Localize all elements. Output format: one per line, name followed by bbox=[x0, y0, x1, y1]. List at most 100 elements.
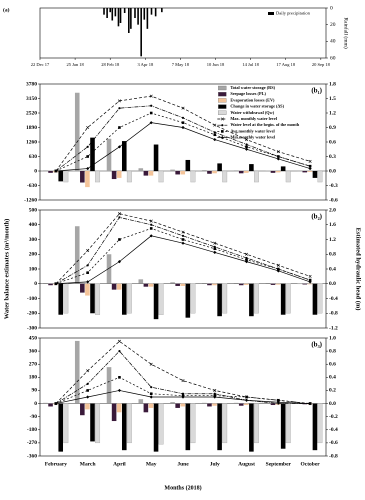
x-tick-label: 17 Aug 18 bbox=[276, 62, 296, 67]
bar bbox=[254, 170, 259, 183]
bar bbox=[121, 283, 127, 315]
line-marker bbox=[181, 121, 185, 124]
legend-swatch bbox=[218, 85, 227, 91]
y2-tick-label: 0.4 bbox=[329, 266, 336, 272]
line-marker bbox=[86, 249, 90, 253]
bar bbox=[48, 403, 53, 407]
line-marker bbox=[54, 401, 58, 406]
plot-frame bbox=[39, 7, 327, 59]
line-marker bbox=[213, 137, 217, 142]
line-marker bbox=[308, 274, 312, 278]
bar bbox=[285, 283, 291, 314]
line-marker bbox=[118, 350, 121, 353]
x-tick-label: 14 Jul 18 bbox=[242, 62, 259, 67]
bar bbox=[312, 171, 318, 178]
y2-tick-label: 1.2 bbox=[329, 110, 336, 116]
bar bbox=[116, 403, 122, 413]
y2-axis-label: Estimated hydraulic head (m) bbox=[355, 228, 362, 311]
y2-tick-label: -0.8 bbox=[329, 311, 338, 317]
x-tick-label: March bbox=[80, 461, 96, 467]
bar bbox=[95, 170, 101, 183]
line-marker bbox=[213, 395, 217, 399]
bar bbox=[80, 283, 85, 293]
legend-label: Max. monthly water level bbox=[230, 116, 278, 121]
bar bbox=[222, 170, 228, 183]
line-marker bbox=[220, 136, 224, 140]
bar bbox=[106, 367, 112, 404]
bar bbox=[85, 283, 90, 296]
line-marker bbox=[118, 126, 121, 129]
line-marker bbox=[118, 107, 121, 110]
bar bbox=[254, 403, 259, 444]
y-tick-label: 20 bbox=[330, 22, 336, 28]
x-tick-label: February bbox=[45, 461, 68, 467]
bar bbox=[254, 283, 259, 314]
bar bbox=[175, 283, 180, 286]
bar bbox=[212, 403, 217, 406]
bar bbox=[85, 171, 90, 188]
bar bbox=[185, 283, 191, 318]
bar bbox=[121, 403, 127, 451]
x-tick-label: July bbox=[210, 461, 220, 467]
x-tick-label: 10 Jun 18 bbox=[207, 62, 225, 67]
y-tick-label: 0 bbox=[330, 5, 333, 11]
line-marker bbox=[277, 398, 280, 402]
line-marker bbox=[181, 379, 185, 383]
line-marker bbox=[308, 164, 312, 168]
panel-label: (a) bbox=[3, 6, 10, 13]
rain-bar bbox=[114, 8, 117, 17]
line-marker bbox=[149, 362, 153, 366]
line-marker bbox=[213, 247, 217, 251]
bar bbox=[138, 399, 144, 404]
rain-bar bbox=[117, 8, 120, 27]
line-marker bbox=[149, 111, 153, 115]
bar bbox=[207, 403, 212, 407]
bar bbox=[116, 283, 122, 290]
legend-swatch bbox=[218, 98, 227, 103]
line-marker bbox=[117, 388, 122, 393]
line-marker bbox=[277, 155, 280, 158]
line-marker bbox=[245, 143, 248, 146]
rain-bar bbox=[109, 8, 112, 13]
y-tick-label: 180 bbox=[29, 375, 38, 381]
line-marker bbox=[117, 260, 122, 264]
line-marker bbox=[276, 263, 280, 267]
x-tick-label: 3 Apr 18 bbox=[137, 62, 154, 67]
bar bbox=[106, 254, 112, 284]
y-tick-label: 90 bbox=[32, 388, 38, 394]
plot-frame bbox=[39, 83, 327, 201]
x-tick-label: 20 Sep 18 bbox=[312, 62, 331, 67]
y2-tick-label: 1.8 bbox=[329, 81, 336, 87]
plot-frame bbox=[39, 337, 327, 457]
bar bbox=[95, 403, 101, 444]
bar bbox=[90, 283, 95, 314]
y-tick-label: -90 bbox=[30, 414, 38, 420]
y-tick-label: -1260 bbox=[24, 197, 37, 203]
bar bbox=[280, 283, 286, 315]
bar bbox=[111, 283, 117, 290]
line-marker bbox=[213, 133, 217, 137]
line-marker bbox=[245, 145, 248, 149]
legend-label: Water level at the begin. of the month bbox=[230, 122, 300, 127]
y2-tick-label: 0.0 bbox=[329, 281, 336, 287]
line-marker bbox=[150, 223, 153, 226]
y-tick-label: 200 bbox=[29, 252, 38, 258]
rain-bar bbox=[137, 8, 139, 25]
x-tick-label: August bbox=[238, 461, 255, 467]
bar bbox=[80, 403, 85, 416]
bar bbox=[158, 283, 164, 315]
y2-tick-label: 0.8 bbox=[329, 252, 336, 258]
bar bbox=[126, 170, 132, 183]
line-marker bbox=[213, 392, 216, 395]
bar bbox=[190, 403, 196, 444]
line-marker bbox=[149, 121, 153, 125]
bar bbox=[317, 403, 323, 444]
line-marker bbox=[213, 250, 217, 255]
bar bbox=[148, 171, 154, 176]
legend-label: Min.monthly water level bbox=[230, 135, 276, 140]
bar bbox=[312, 403, 318, 451]
line-marker bbox=[245, 138, 249, 142]
line-marker bbox=[308, 278, 312, 282]
legend-label: Change in water storage (ΔS) bbox=[230, 104, 284, 109]
line-marker bbox=[181, 392, 185, 395]
